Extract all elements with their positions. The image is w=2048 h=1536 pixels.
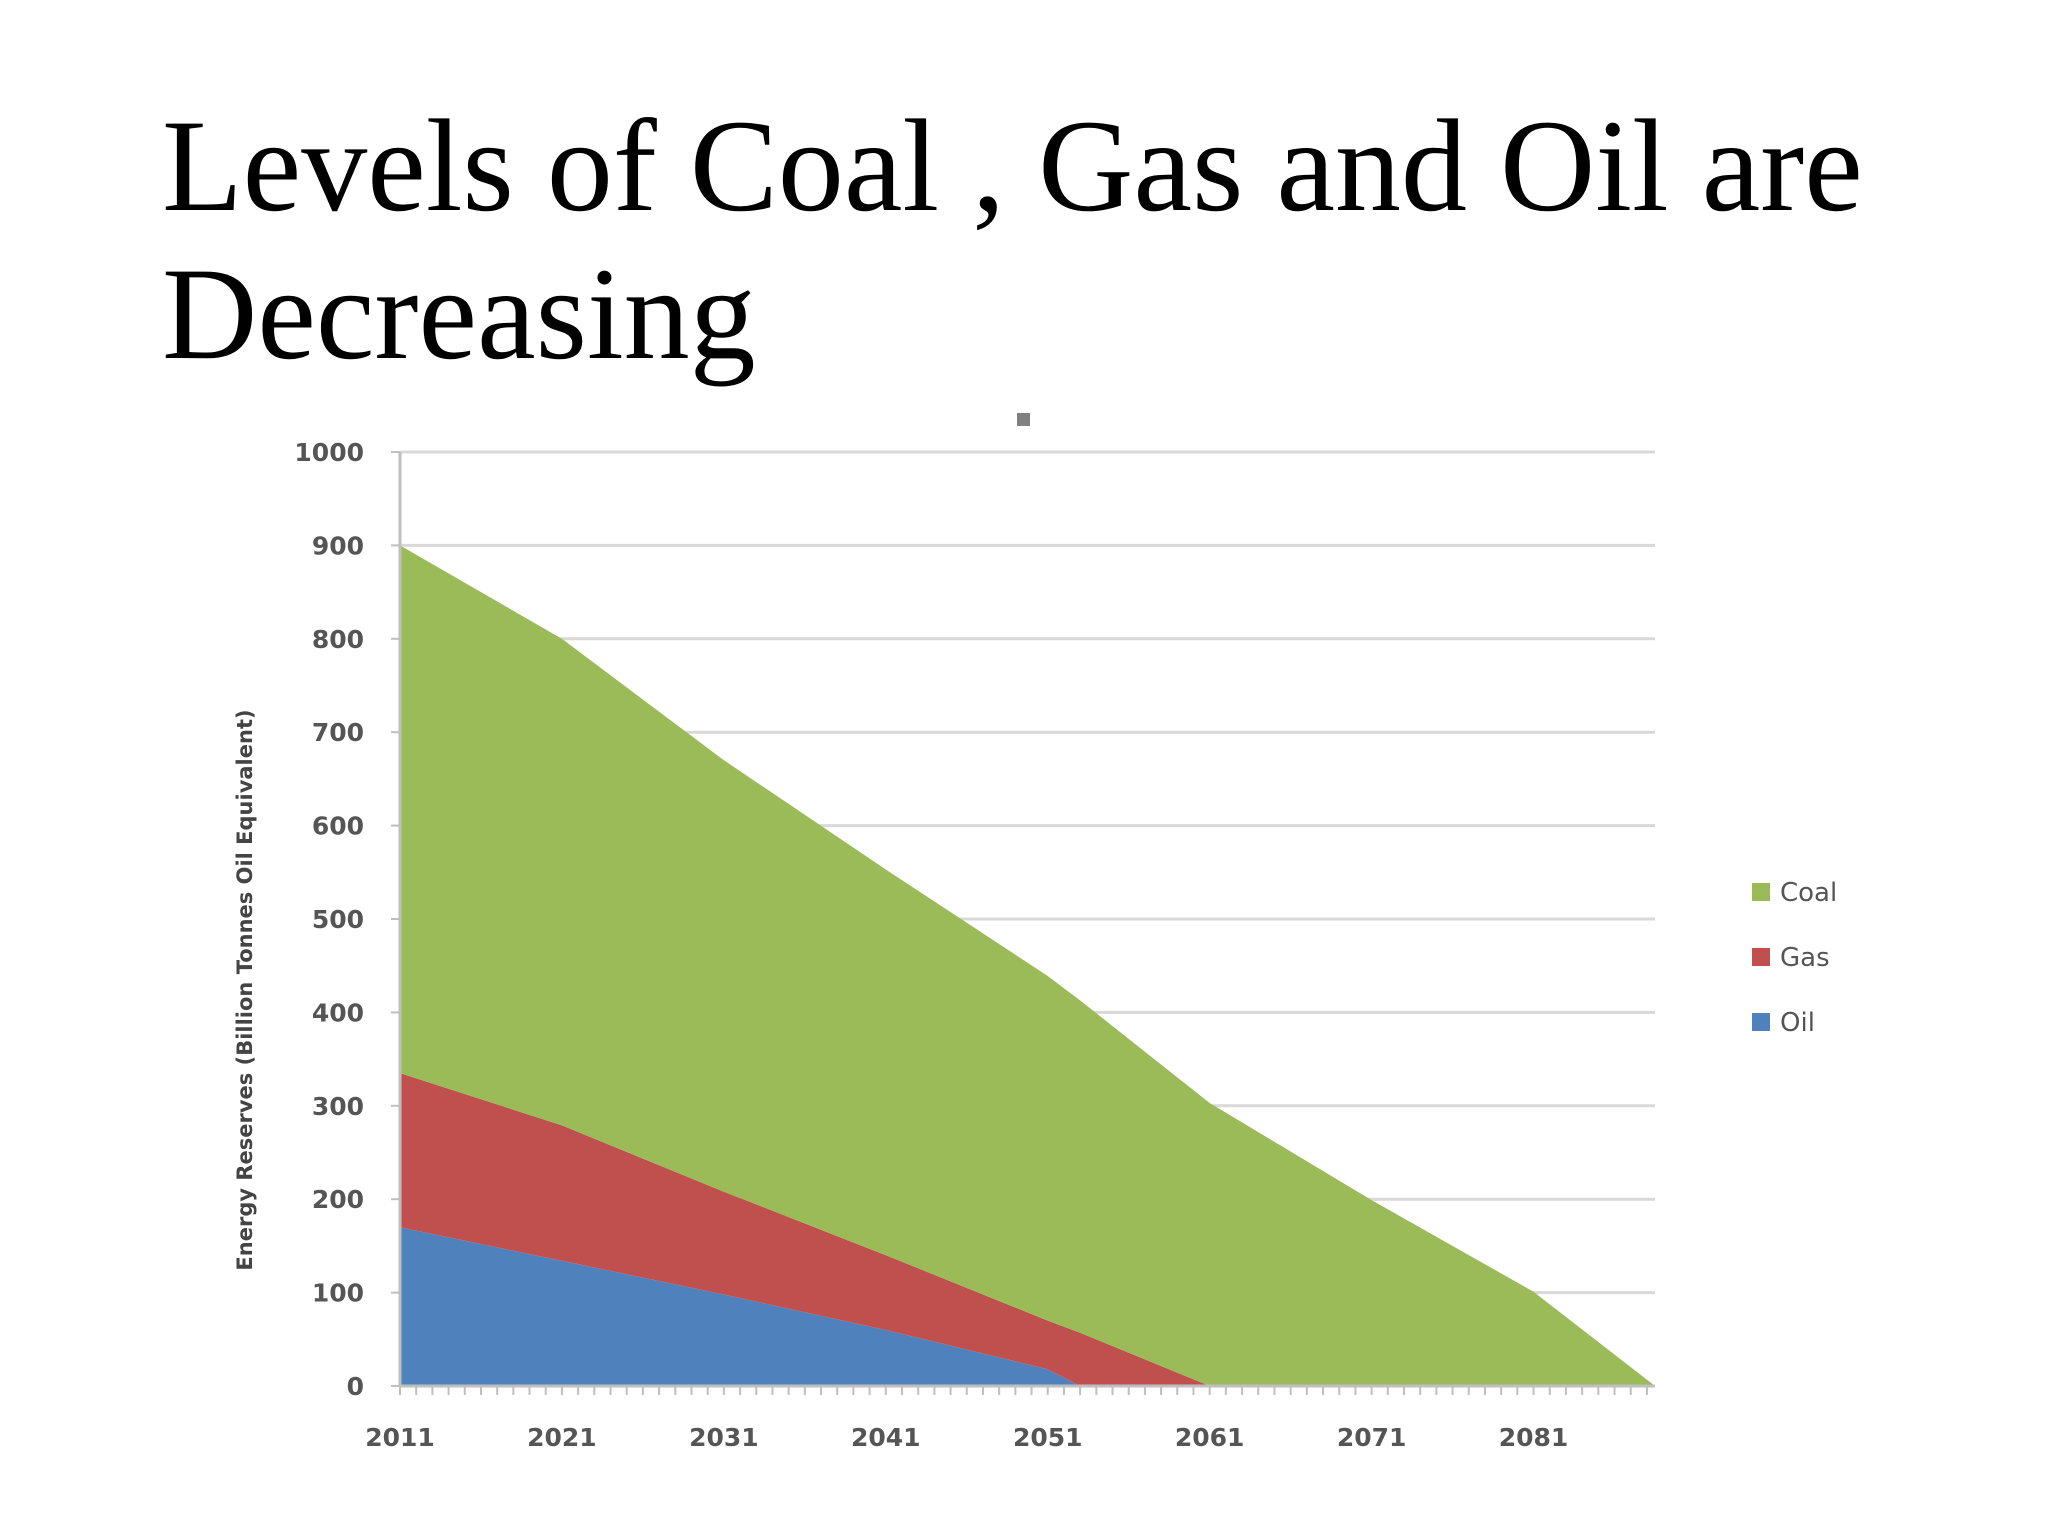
legend-label-oil: Oil — [1780, 1008, 1815, 1038]
y-tick-label-600: 600 — [312, 812, 364, 841]
legend-swatch-coal — [1752, 883, 1770, 901]
x-tick-label-2051: 2051 — [1013, 1423, 1083, 1452]
slide-title: Levels of Coal , Gas and Oil are Decreas… — [162, 92, 1863, 387]
y-tick-labels: 0 100 200 300 400 500 600 700 800 900 1000 — [294, 438, 364, 1401]
y-tick-label-200: 200 — [312, 1185, 364, 1214]
x-tick-label-2071: 2071 — [1337, 1423, 1407, 1452]
axes — [391, 451, 1655, 1395]
legend-swatch-oil — [1752, 1013, 1770, 1031]
y-tick-label-400: 400 — [312, 998, 364, 1027]
y-tick-label-1000: 1000 — [294, 438, 364, 467]
legend-label-gas: Gas — [1780, 943, 1830, 973]
legend: Coal Gas Oil — [1752, 878, 1837, 1038]
y-tick-label-0: 0 — [347, 1372, 364, 1401]
y-tick-label-800: 800 — [312, 625, 364, 654]
x-tick-label-2031: 2031 — [689, 1423, 759, 1452]
y-axis-title: Energy Reserves (Billion Tonnes Oil Equi… — [233, 709, 257, 1270]
x-tick-label-2041: 2041 — [851, 1423, 921, 1452]
y-tick-label-300: 300 — [312, 1092, 364, 1121]
area-series — [400, 545, 1655, 1386]
y-tick-label-700: 700 — [312, 718, 364, 747]
y-tick-label-900: 900 — [312, 531, 364, 560]
x-tick-label-2021: 2021 — [527, 1423, 597, 1452]
small-marker — [1017, 413, 1030, 426]
area-gas — [400, 1073, 1655, 1386]
y-tick-label-100: 100 — [312, 1279, 364, 1308]
x-tick-labels: 2011 2021 2031 2041 2051 2061 2071 2081 — [365, 1423, 1568, 1452]
legend-swatch-gas — [1752, 948, 1770, 966]
area-coal — [400, 545, 1655, 1386]
legend-label-coal: Coal — [1780, 878, 1837, 908]
x-tick-label-2061: 2061 — [1175, 1423, 1245, 1452]
y-tick-label-500: 500 — [312, 905, 364, 934]
x-tick-label-2011: 2011 — [365, 1423, 435, 1452]
x-tick-label-2081: 2081 — [1499, 1423, 1569, 1452]
area-oil — [400, 1227, 1655, 1386]
